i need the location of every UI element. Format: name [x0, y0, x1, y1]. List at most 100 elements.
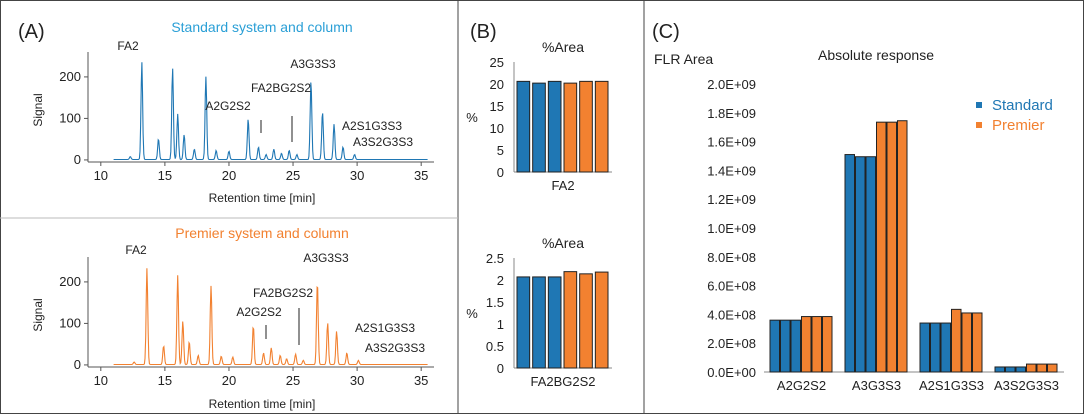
y-tick-label: 100 — [59, 315, 81, 330]
bar-chart-fa2: %Area 0 5 10 15 20 25% FA2 — [466, 39, 612, 193]
peak-label: FA2 — [125, 243, 147, 257]
chromatogram-trace — [113, 62, 428, 161]
bar-premier — [811, 316, 822, 373]
y-tick-label: 0.0E+00 — [707, 365, 756, 380]
bar-standard — [919, 322, 930, 373]
bar-standard — [516, 80, 531, 173]
legend-swatch — [976, 122, 982, 128]
bar-premier — [822, 316, 833, 373]
legend-label: Premier — [992, 117, 1045, 134]
bar-chart-fa2bg2s2: %Area 0 0.5 1 1.5 2 2.5% FA2BG2S2 — [466, 235, 612, 389]
x-tick-label: 20 — [222, 168, 236, 183]
bar-premier — [801, 316, 812, 373]
panel-a-top-title: Standard system and column — [171, 19, 352, 35]
x-tick-label: A3G3S3 — [852, 378, 901, 393]
bar-premier — [886, 121, 897, 373]
panel-a-bottom-ylabel: Signal — [31, 298, 45, 331]
bar-standard — [994, 366, 1005, 373]
y-axis-label: % — [466, 306, 478, 321]
y-tick-label: 200 — [59, 69, 81, 84]
y-tick-label: 1.8E+09 — [707, 106, 756, 121]
y-tick-label: 1.0E+09 — [707, 221, 756, 236]
bar-standard — [1015, 366, 1026, 373]
bar-standard — [940, 322, 951, 373]
bar-premier — [563, 271, 578, 369]
bar-premier — [897, 120, 908, 373]
bar-premier — [1026, 363, 1037, 373]
x-tick-label: 30 — [350, 168, 364, 183]
x-tick-label: 15 — [158, 168, 172, 183]
peak-label: FA2 — [117, 39, 139, 53]
peak-label: A3G3S3 — [290, 57, 336, 71]
y-tick-label: 20 — [490, 77, 504, 92]
x-tick-label: 20 — [222, 373, 236, 388]
y-tick-label: 1.4E+09 — [707, 163, 756, 178]
panel-b-letter: (B) — [470, 21, 497, 43]
y-tick-label: 1 — [497, 317, 504, 332]
bar-standard — [865, 156, 876, 373]
peak-label: A2G2S2 — [236, 305, 282, 319]
y-tick-label: 1.5 — [486, 295, 504, 310]
bar-premier — [961, 312, 972, 373]
bar-standard — [516, 276, 531, 369]
y-tick-label: 4.0E+08 — [707, 307, 756, 322]
peak-label: A2S1G3S3 — [342, 119, 402, 133]
bar-premier — [594, 80, 609, 173]
y-tick-label: 25 — [490, 55, 504, 70]
y-tick-label: 0 — [497, 165, 504, 180]
y-tick-label: 1.2E+09 — [707, 192, 756, 207]
bar-standard — [1005, 366, 1016, 373]
x-tick-label: A3S2G3S3 — [994, 378, 1059, 393]
bar-standard — [855, 156, 866, 373]
y-axis-label: FLR Area — [654, 51, 713, 67]
y-tick-label: 2 — [497, 273, 504, 288]
peak-label: A3S2G3S3 — [353, 135, 413, 149]
bar-premier — [972, 312, 983, 373]
peak-label: A2G2S2 — [205, 99, 251, 113]
bar-standard — [790, 319, 801, 373]
peak-label: A3G3S3 — [303, 251, 349, 265]
bar-standard — [780, 319, 791, 373]
y-tick-label: 2.0E+08 — [707, 336, 756, 351]
bar-standard — [844, 154, 855, 373]
bar-premier — [579, 273, 593, 369]
x-tick-label: 35 — [414, 168, 428, 183]
chromatogram-standard: 10 15 20 25 30 35 0 100 200 FA2 A3G3S3 FA2BG2S2A2G2… — [59, 39, 434, 183]
y-tick-label: 0 — [497, 361, 504, 376]
panel-a-bottom-title: Premier system and column — [175, 225, 349, 241]
bar-premier — [579, 80, 593, 173]
bar-premier — [1036, 363, 1047, 373]
y-tick-label: 0 — [74, 152, 81, 167]
panel-a-top-ylabel: Signal — [31, 93, 45, 126]
y-tick-label: 5 — [497, 143, 504, 158]
chart-title: %Area — [542, 39, 584, 55]
y-tick-label: 100 — [59, 110, 81, 125]
bar-standard — [532, 276, 546, 369]
x-tick-label: 25 — [286, 373, 300, 388]
bar-premier — [563, 82, 578, 173]
y-tick-label: 2.5 — [486, 251, 504, 266]
x-tick-label: A2G2S2 — [777, 378, 826, 393]
bar-premier — [1047, 363, 1058, 373]
chromatogram-premier: 10 15 20 25 30 35 0 100 200 FA2 A3G3S3 FA2BG2S2 A2G2… — [59, 243, 434, 388]
y-tick-label: 6.0E+08 — [707, 279, 756, 294]
chart-title: %Area — [542, 235, 584, 251]
legend-label: Standard — [992, 97, 1053, 114]
y-tick-label: 1.6E+09 — [707, 135, 756, 150]
peak-label: A3S2G3S3 — [365, 341, 425, 355]
y-tick-label: 2.0E+09 — [707, 77, 756, 92]
x-tick-label: A2S1G3S3 — [919, 378, 984, 393]
bar-standard — [547, 276, 562, 369]
peak-label: FA2BG2S2 — [251, 81, 311, 95]
x-tick-label: 10 — [94, 168, 108, 183]
bar-premier — [876, 121, 887, 373]
chart-title: Absolute response — [818, 47, 934, 63]
y-tick-label: 15 — [490, 99, 504, 114]
bar-premier — [594, 271, 609, 369]
x-tick-label: 30 — [350, 373, 364, 388]
chromatogram-trace — [113, 268, 428, 366]
y-tick-label: 10 — [490, 121, 504, 136]
peak-label: A2S1G3S3 — [355, 321, 415, 335]
x-tick-label: 35 — [414, 373, 428, 388]
